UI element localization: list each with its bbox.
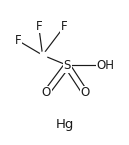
Text: F: F: [35, 20, 42, 33]
Text: F: F: [61, 20, 68, 33]
Text: S: S: [63, 59, 71, 72]
Text: O: O: [42, 86, 51, 99]
Text: F: F: [15, 34, 21, 47]
Text: O: O: [80, 86, 90, 99]
Text: Hg: Hg: [55, 118, 74, 131]
Text: OH: OH: [97, 59, 115, 72]
